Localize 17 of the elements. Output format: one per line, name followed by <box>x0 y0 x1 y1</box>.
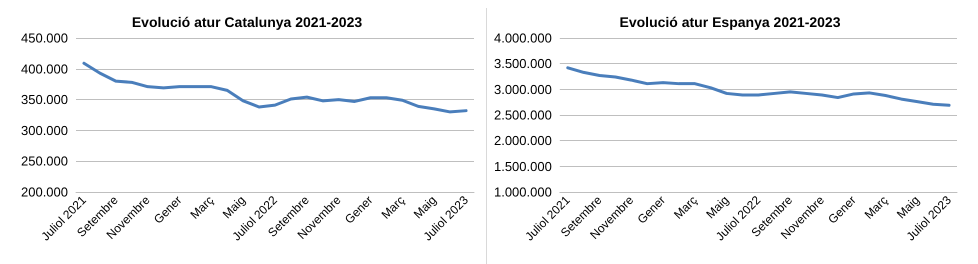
line-series <box>82 62 468 114</box>
y-tick-label: 450.000 <box>21 30 68 46</box>
chart-title: Evolució atur Catalunya 2021-2023 <box>132 14 362 30</box>
y-tick-label: 1.500.000 <box>494 158 552 174</box>
y-tick-label: 4.000.000 <box>494 30 552 46</box>
y-tick-label: 2.500.000 <box>494 108 552 122</box>
y-tick-label: 200.000 <box>21 184 68 200</box>
y-tick-label: 350.000 <box>21 92 68 108</box>
y-tick-label: 300.000 <box>21 122 68 138</box>
y-tick-label: 2.000.000 <box>494 133 552 148</box>
chart-title: Evolució atur Espanya 2021-2023 <box>620 14 841 30</box>
y-tick-label: 400.000 <box>21 61 68 76</box>
y-tick-label: 3.500.000 <box>494 56 552 72</box>
line-series <box>566 66 951 107</box>
y-tick-label: 1.000.000 <box>494 184 552 200</box>
y-tick-label: 250.000 <box>21 154 68 169</box>
y-tick-label: 3.000.000 <box>494 82 552 97</box>
